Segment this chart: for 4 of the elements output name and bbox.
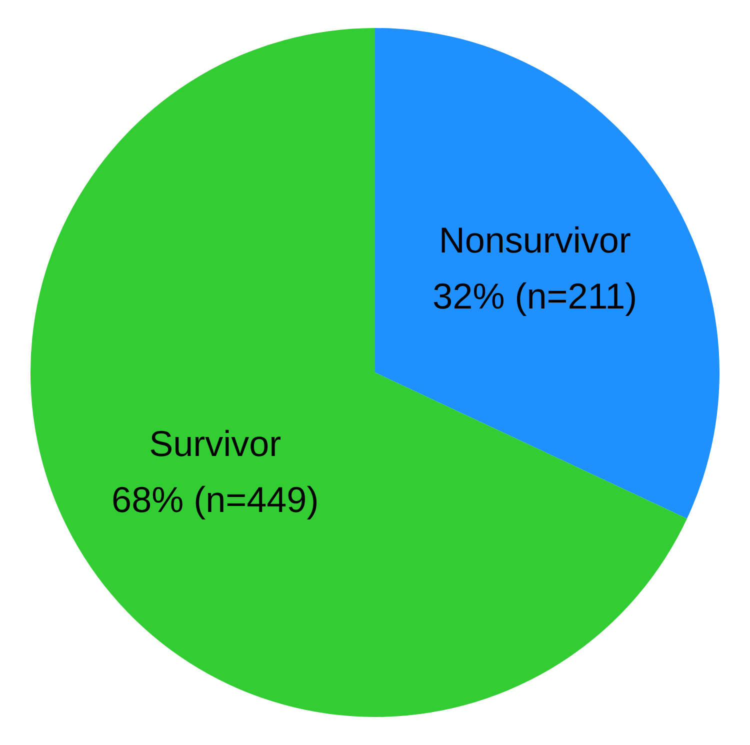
data-label: 68% (n=449): [112, 479, 319, 520]
slice-label: Nonsurvivor: [438, 220, 631, 261]
data-label: 32% (n=211): [432, 276, 638, 317]
slice-label: Survivor: [149, 423, 282, 464]
